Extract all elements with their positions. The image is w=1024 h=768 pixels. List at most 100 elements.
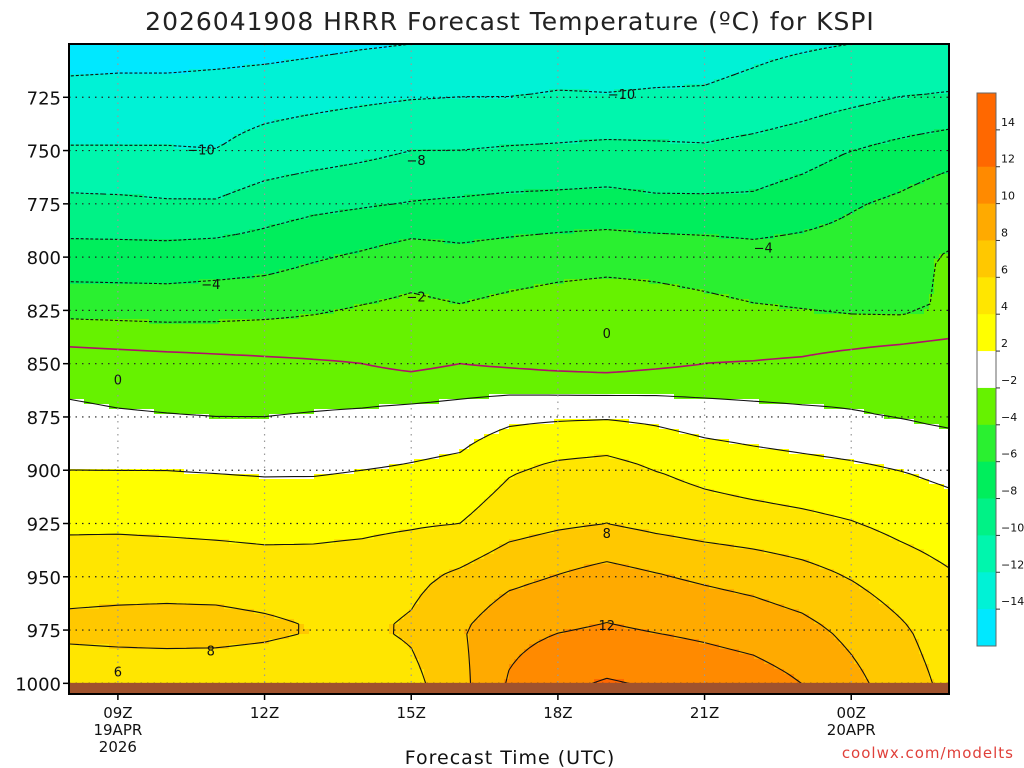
temperature-cell (469, 664, 510, 670)
temperature-cell (69, 49, 350, 55)
temperature-cell (69, 139, 230, 145)
temperature-cell (534, 284, 680, 290)
contour-line--2 (69, 250, 949, 323)
colorbar-segment (977, 572, 996, 610)
contour-line-4 (69, 419, 949, 489)
temperature-cell (259, 124, 785, 130)
temperature-cell (69, 369, 949, 375)
temperature-cell (769, 59, 949, 65)
temperature-cell (509, 289, 705, 295)
temperature-cell (464, 629, 565, 635)
temperature-cell (484, 434, 700, 440)
temperature-cell (69, 439, 475, 445)
temperature-cell (824, 624, 910, 630)
x-tick-label: 00Z (837, 704, 866, 722)
temperature-cell (594, 679, 625, 685)
contour-label-text: 12 (599, 619, 616, 634)
temperature-cell (304, 624, 390, 630)
temperature-cell (789, 554, 930, 560)
colorbar-tick-label: −12 (1001, 558, 1024, 571)
temperature-cell (729, 439, 949, 445)
temperature-cell (659, 424, 940, 430)
temperature-cell (389, 464, 535, 470)
y-tick-label: 800 (27, 248, 61, 269)
temperature-cell (774, 234, 949, 240)
temperature-cell (554, 459, 630, 465)
temperature-cell (509, 664, 775, 670)
temperature-cell (899, 614, 949, 620)
temperature-cell (329, 109, 840, 115)
temperature-cell (69, 554, 485, 560)
contour-line--8 (69, 90, 949, 200)
temperature-cell (374, 534, 530, 540)
temperature-cell (484, 499, 765, 505)
temperature-cell (69, 349, 949, 355)
contour-label: −10 (608, 88, 635, 103)
temperature-cell (474, 619, 815, 625)
temperature-cell (499, 594, 755, 600)
temperature-cell (469, 644, 530, 650)
colorbar-segment (977, 387, 996, 426)
temperature-cell (554, 419, 630, 425)
temperature-cell (69, 674, 425, 680)
temperature-cell (649, 279, 935, 285)
temperature-cell (864, 409, 949, 415)
temperature-cell (569, 569, 650, 575)
temperature-cell (469, 299, 750, 305)
grid-lines (69, 44, 949, 694)
temperature-cell (414, 604, 490, 610)
temperature-cell (934, 274, 949, 280)
temperature-cell (814, 509, 949, 515)
temperature-cell (929, 664, 949, 670)
y-tick-label: 825 (27, 301, 61, 322)
temperature-cell (719, 234, 775, 240)
temperature-cell (354, 469, 520, 475)
temperature-cell (69, 54, 320, 60)
contour-label-text: −8 (407, 154, 426, 169)
temperature-cell (199, 279, 565, 285)
temperature-cell (819, 114, 949, 120)
temperature-cell (69, 399, 85, 405)
temperature-cell (69, 524, 435, 530)
contour-label: 0 (114, 374, 122, 389)
y-tick-label: 775 (27, 195, 61, 216)
temperature-cell (819, 564, 949, 570)
x-tick-label: 09Z (103, 704, 132, 722)
temperature-cell (469, 649, 525, 655)
temperature-cell (69, 99, 400, 105)
temperature-cell (924, 659, 949, 665)
temperature-cell (69, 459, 415, 465)
temperature-cell (859, 664, 930, 670)
temperature-cell (409, 199, 875, 205)
temperature-cell (854, 659, 925, 665)
temperature-cell (884, 414, 949, 420)
temperature-cell (69, 159, 365, 165)
temperature-cell (834, 219, 949, 225)
temperature-cell (809, 614, 900, 620)
temperature-cell (584, 564, 630, 570)
temperature-cell (934, 129, 949, 135)
temperature-cell (354, 304, 780, 310)
temperature-cell (669, 474, 920, 480)
contour-label-text: 8 (207, 644, 215, 659)
temperature-cell (334, 309, 815, 315)
temperature-cell (469, 654, 520, 660)
temperature-cell (644, 189, 750, 195)
temperature-cell (359, 249, 949, 255)
contour-label: −10 (187, 144, 214, 159)
temperature-cell (69, 469, 185, 475)
y-tick-label: 975 (27, 621, 61, 642)
temperature-cell (69, 189, 235, 195)
temperature-cell (69, 424, 510, 430)
contour-label: 8 (207, 644, 215, 659)
temperature-cell (629, 459, 855, 465)
temperature-cell (69, 394, 490, 400)
temperature-cell (309, 214, 845, 220)
temperature-cell (69, 149, 410, 155)
temperature-cell (594, 454, 610, 460)
temperature-cell (614, 89, 949, 95)
temperature-cell (609, 454, 825, 460)
temperature-cell (69, 514, 470, 520)
temperature-cell (69, 269, 280, 275)
temperature-cell (489, 394, 675, 400)
